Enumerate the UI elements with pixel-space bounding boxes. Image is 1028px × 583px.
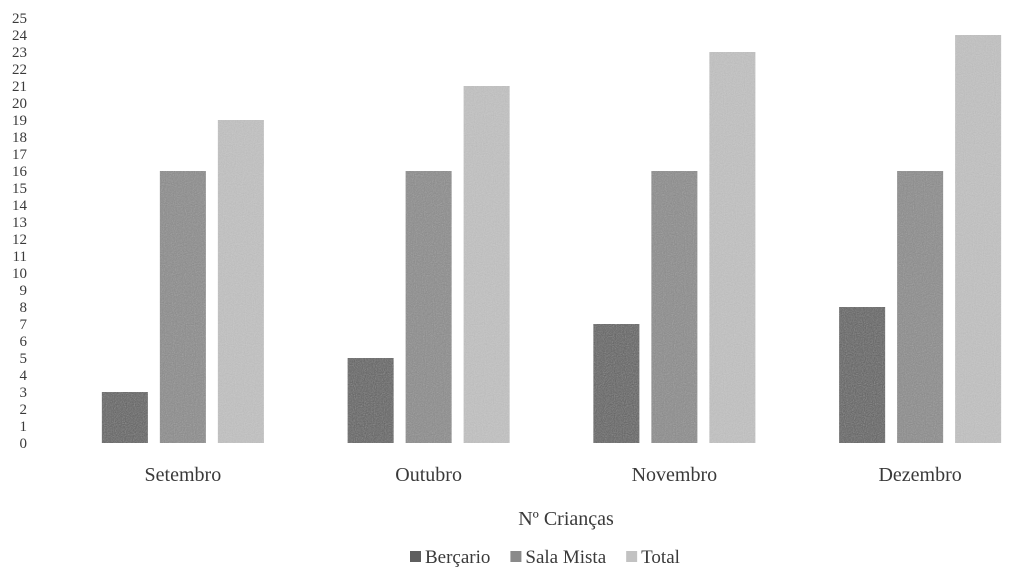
y-tick-label: 15	[12, 181, 27, 197]
bar-total-novembro	[709, 52, 756, 443]
bar-total-setembro	[217, 120, 264, 443]
y-tick-label: 24	[12, 28, 28, 44]
y-tick-label: 10	[12, 266, 27, 282]
x-tick-label: Novembro	[632, 464, 718, 486]
y-tick-label: 7	[20, 317, 28, 333]
y-tick-label: 12	[12, 232, 27, 248]
legend-label: Sala Mista	[525, 547, 606, 568]
y-tick-label: 0	[20, 436, 28, 452]
y-axis: 0123456789101112131415161718192021222324…	[12, 11, 28, 452]
y-tick-label: 20	[12, 96, 27, 112]
legend: Berçario Sala Mista Total	[410, 547, 680, 568]
y-tick-label: 19	[12, 113, 27, 129]
y-tick-label: 16	[12, 164, 28, 180]
legend-swatch	[626, 551, 638, 562]
y-tick-label: 17	[12, 147, 28, 163]
bar-sala-mista-outubro	[405, 171, 452, 443]
x-tick-label: Setembro	[145, 464, 222, 486]
bar-sala-mista-novembro	[651, 171, 698, 443]
y-tick-label: 5	[20, 351, 28, 367]
y-tick-label: 13	[12, 215, 27, 231]
y-tick-label: 21	[12, 79, 27, 95]
x-axis: Setembro Outubro Novembro Dezembro	[145, 464, 962, 486]
y-tick-label: 1	[20, 419, 28, 435]
y-tick-label: 4	[20, 368, 28, 384]
bar-sala-mista-setembro	[159, 171, 206, 443]
bar-sala-mista-dezembro	[897, 171, 944, 443]
y-tick-label: 9	[20, 283, 28, 299]
bar-ber-ario-novembro	[593, 324, 640, 443]
y-tick-label: 3	[20, 385, 28, 401]
y-tick-label: 23	[12, 45, 27, 61]
y-tick-label: 22	[12, 62, 27, 78]
y-tick-label: 25	[12, 11, 27, 27]
y-tick-label: 6	[20, 334, 28, 350]
x-tick-label: Outubro	[395, 464, 462, 486]
y-tick-label: 11	[13, 249, 27, 265]
bars	[101, 35, 1002, 443]
y-tick-label: 18	[12, 130, 27, 146]
bar-ber-ario-outubro	[347, 358, 394, 443]
y-tick-label: 8	[20, 300, 28, 316]
legend-swatch	[510, 551, 522, 562]
y-tick-label: 14	[12, 198, 28, 214]
legend-label: Total	[641, 547, 680, 568]
y-tick-label: 2	[20, 402, 28, 418]
x-axis-label: Nº Crianças	[518, 508, 614, 530]
bar-ber-ario-setembro	[101, 392, 148, 443]
bar-total-outubro	[463, 86, 510, 443]
legend-label: Berçario	[425, 547, 490, 568]
bar-total-dezembro	[955, 35, 1002, 443]
bar-ber-ario-dezembro	[839, 307, 886, 443]
legend-swatch	[410, 551, 421, 562]
x-tick-label: Dezembro	[878, 464, 961, 486]
